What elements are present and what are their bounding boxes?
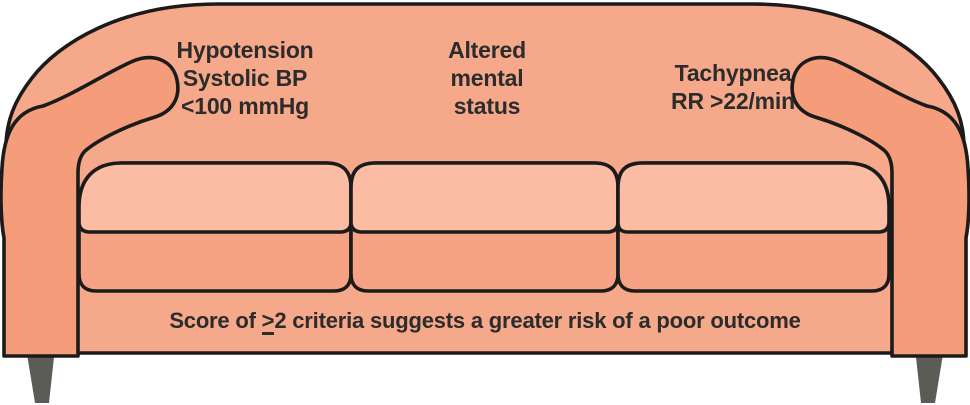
- greater-equal-symbol: >: [261, 308, 275, 335]
- score-note-suffix: criteria suggests a greater risk of a po…: [286, 308, 801, 333]
- couch-leg-left: [26, 348, 55, 403]
- score-note-threshold: 2: [274, 308, 287, 333]
- cushion-left-top: [77, 161, 353, 234]
- criterion-tachypnea: Tachypnea RR >22/min: [671, 60, 795, 114]
- criterion-hypotension: Hypotension Systolic BP <100 mmHg: [176, 37, 314, 119]
- score-note-prefix: Score of: [169, 308, 262, 333]
- cushion-right-top: [616, 161, 891, 234]
- couch-arm-right: [790, 55, 970, 358]
- score-note: Score of >2 criteria suggests a greater …: [85, 307, 885, 335]
- criterion-altered-mental-status: Altered mental status: [448, 37, 526, 119]
- cushion-middle-top: [349, 161, 620, 234]
- couch-arm-left: [0, 55, 180, 358]
- couch-leg-right: [915, 348, 944, 403]
